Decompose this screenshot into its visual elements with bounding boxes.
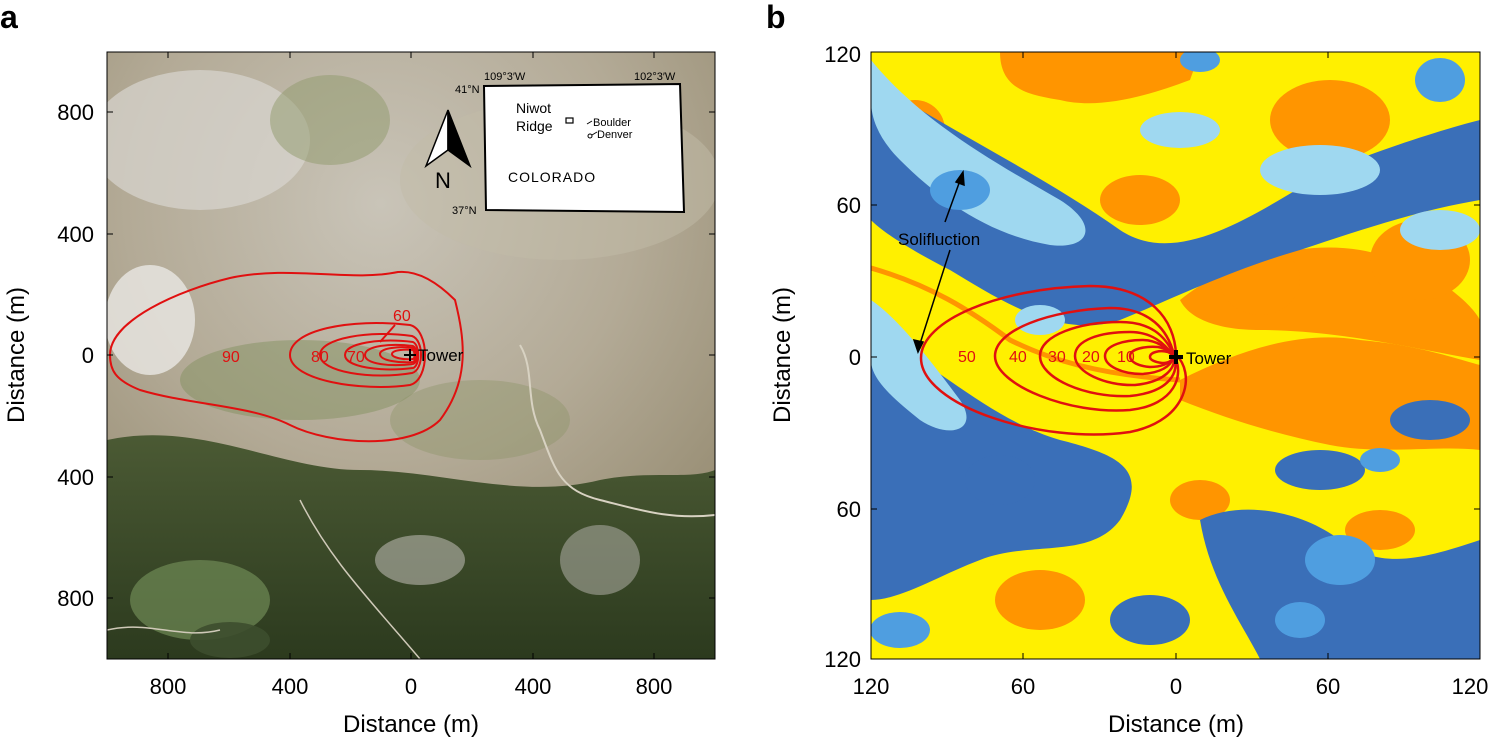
contour-label-90: 90 <box>222 349 240 366</box>
panel-b-xticks: 120 60 0 60 120 <box>853 674 1489 699</box>
contour-60-leader <box>379 324 396 343</box>
colorado-inset: 109°3′W 102°3′W 41°N 37°N Niwot Ridge Bo… <box>452 71 686 217</box>
inset-lon-left: 109°3′W <box>484 71 526 83</box>
b-xtick-label: 60 <box>1316 674 1340 699</box>
denver-leader <box>591 131 598 136</box>
road-stripe <box>871 265 1181 383</box>
b-xtick-label: 0 <box>1170 674 1182 699</box>
inset-lat-bottom: 37°N <box>452 205 477 217</box>
inset-lat-top: 41°N <box>455 84 480 96</box>
panel-b-letter: b <box>766 0 786 35</box>
b-ytick-label: 60 <box>837 497 861 522</box>
a-ytick-label: 400 <box>57 465 94 490</box>
panel-a-tick-marks <box>107 52 715 659</box>
panel-a-letter: a <box>0 0 18 35</box>
panel-b-xlabel: Distance (m) <box>1108 711 1244 738</box>
tower-label-b: Tower <box>1186 349 1232 368</box>
a-ytick-label: 400 <box>57 222 94 247</box>
panel-a-ylabel: Distance (m) <box>3 287 30 423</box>
contour-60 <box>363 343 418 367</box>
panel-b-yticks: 120 60 0 60 120 <box>824 42 861 672</box>
b-ytick-label: 120 <box>824 647 861 672</box>
contour-65 <box>343 339 420 371</box>
inset-city-1: Boulder <box>593 117 631 129</box>
boulder-marker-icon <box>586 120 593 125</box>
b-ytick-label: 0 <box>849 345 861 370</box>
inset-site-label-1: Niwot <box>516 100 551 116</box>
inset-state: COLORADO <box>508 169 596 185</box>
b-xtick-label: 60 <box>1011 674 1035 699</box>
north-label: N <box>435 168 451 193</box>
colorado-outline <box>482 82 686 214</box>
solifluction-label: Solifluction <box>898 230 980 249</box>
contour-label-70: 70 <box>347 349 365 366</box>
panel-b-tick-marks <box>870 52 1481 659</box>
panel-a-yticks: 800 400 0 400 800 <box>57 100 94 611</box>
a-xtick-label: 400 <box>272 674 309 699</box>
b-ytick-label: 60 <box>837 193 861 218</box>
class-light-blue-patches <box>871 60 1480 431</box>
solifluction-arrow-icon <box>912 169 965 354</box>
b-xtick-label: 120 <box>1452 674 1489 699</box>
denver-marker-icon <box>587 133 593 139</box>
contour-label-60: 60 <box>393 308 411 325</box>
contour-label-50: 50 <box>958 349 976 366</box>
panel-a-xlabel: Distance (m) <box>343 711 479 738</box>
contour-80 <box>288 322 426 388</box>
panel-a-xticks: 800 400 0 400 800 <box>150 674 673 699</box>
panel-b: b <box>766 0 1488 738</box>
panel-a-contours <box>108 270 464 443</box>
contour-label-80: 80 <box>311 349 329 366</box>
a-ytick-label: 800 <box>57 586 94 611</box>
b-xtick-label: 120 <box>853 674 890 699</box>
a-xtick-label: 0 <box>405 674 417 699</box>
b-ytick-label: 120 <box>824 42 861 67</box>
north-arrow-icon <box>424 109 472 169</box>
inset-lon-right: 102°3′W <box>634 71 676 83</box>
classification-map <box>871 52 1480 659</box>
a-xtick-label: 800 <box>150 674 187 699</box>
site-marker-icon <box>565 117 574 124</box>
panel-b-ylabel: Distance (m) <box>769 287 796 423</box>
panel-a: a <box>0 0 716 738</box>
tower-marker-b <box>1169 350 1183 364</box>
contour-label-10: 10 <box>1117 349 1135 366</box>
a-ytick-label: 0 <box>82 343 94 368</box>
class-mid-blue-patches <box>871 52 1465 648</box>
tower-marker-a <box>404 349 416 361</box>
contour-90 <box>108 270 464 443</box>
contour-label-40: 40 <box>1009 349 1027 366</box>
inset-city-2: Denver <box>597 129 633 141</box>
a-ytick-label: 800 <box>57 100 94 125</box>
tower-label-a: Tower <box>418 346 464 365</box>
contour-label-30: 30 <box>1048 349 1066 366</box>
contour-70 <box>318 333 422 377</box>
a-xtick-label: 800 <box>636 674 673 699</box>
a-xtick-label: 400 <box>515 674 552 699</box>
contour-label-20: 20 <box>1082 349 1100 366</box>
inset-site-label-2: Ridge <box>516 118 553 134</box>
